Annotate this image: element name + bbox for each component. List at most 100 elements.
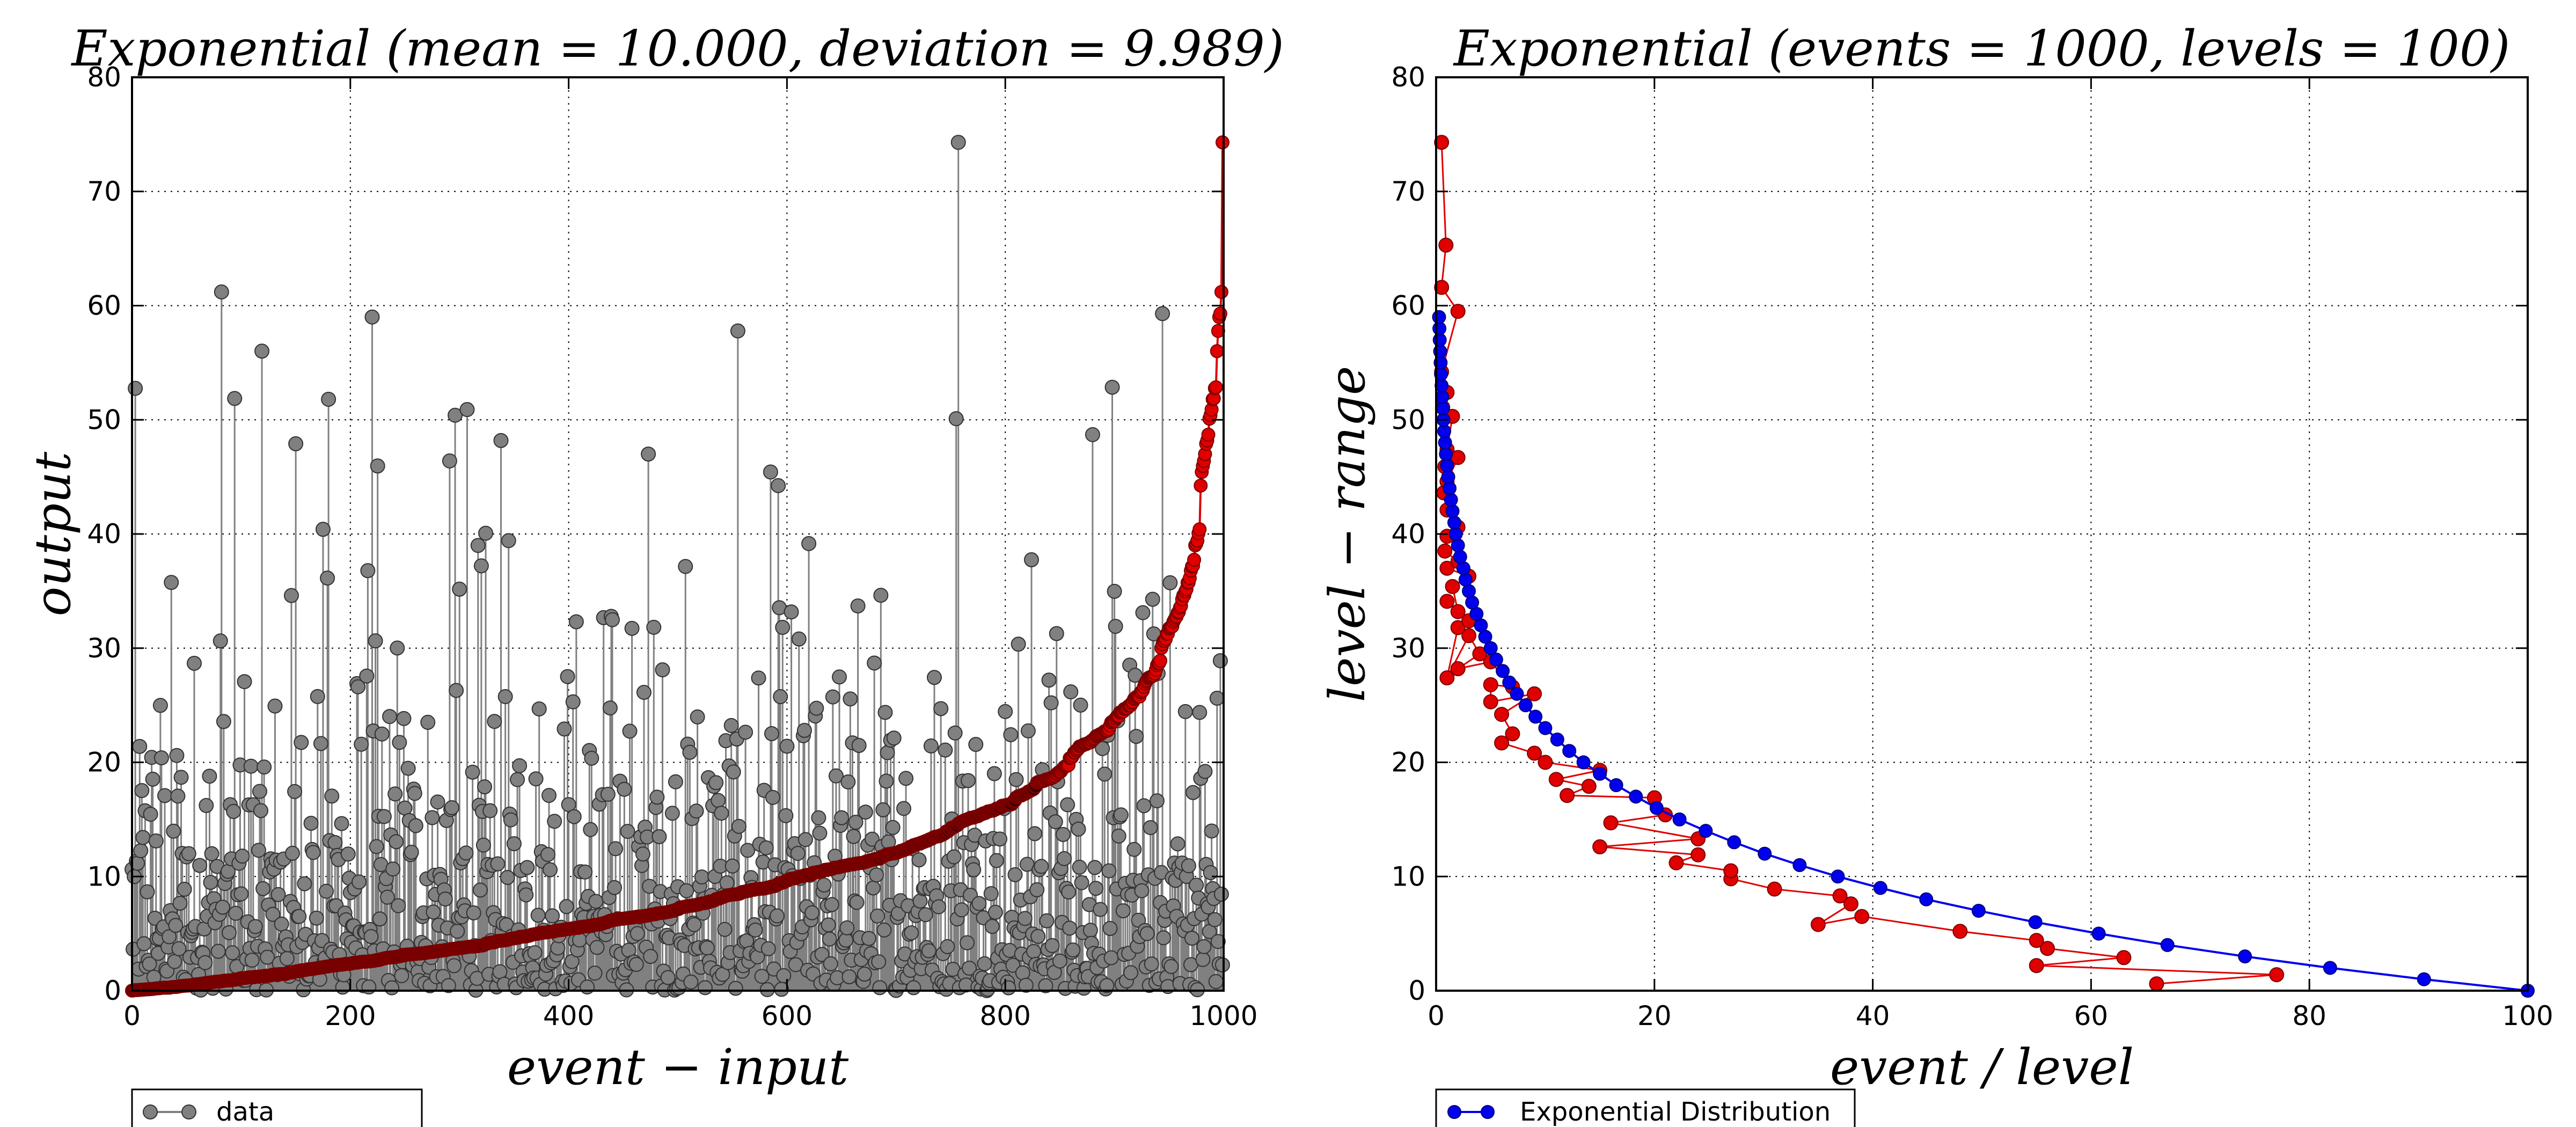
y-tick-label: 10 (1391, 861, 1425, 892)
data-point (186, 655, 202, 671)
data-point (773, 689, 788, 705)
y-tick-label: 50 (1391, 404, 1425, 435)
sample-point (1854, 909, 1870, 924)
data-point (389, 834, 404, 850)
distribution-point (1919, 892, 1934, 906)
data-point (602, 700, 618, 716)
data-point (867, 655, 882, 671)
data-point (210, 943, 226, 959)
distribution-point (1562, 744, 1577, 758)
data-point (251, 843, 266, 858)
data-point (1001, 980, 1016, 996)
data-point (1003, 727, 1019, 742)
data-point (340, 846, 356, 862)
data-point (374, 726, 390, 742)
data-point (822, 931, 837, 947)
data-point (933, 701, 949, 716)
data-point (1029, 882, 1045, 897)
data-point (717, 921, 733, 937)
data-point (320, 570, 335, 586)
chart-left-marks (125, 135, 1230, 998)
data-point (458, 845, 474, 861)
data-point (765, 789, 780, 805)
data-point (641, 447, 656, 462)
data-point (530, 908, 546, 923)
data-point (459, 402, 475, 418)
data-point (1210, 934, 1226, 949)
data-point (1189, 877, 1204, 893)
y-tick-label: 30 (87, 633, 121, 664)
data-point (1024, 552, 1040, 568)
data-point (1113, 807, 1129, 823)
data-point (1196, 939, 1212, 954)
data-point (203, 875, 218, 890)
data-point (510, 772, 525, 787)
data-point (649, 789, 665, 805)
data-point (490, 856, 506, 872)
data-point (977, 956, 992, 971)
data-point (580, 979, 595, 995)
y-tick-label: 20 (87, 747, 121, 778)
data-point (918, 907, 933, 923)
chart-left-y-ticks: 0 10 20 30 40 50 60 70 80 (87, 62, 1224, 1006)
chart-left-ylabel: output (24, 451, 82, 617)
data-point (776, 968, 792, 983)
data-point (168, 918, 184, 933)
data-point (1074, 875, 1089, 890)
data-point (841, 969, 857, 985)
sorted-point (1153, 654, 1168, 668)
data-point (279, 951, 295, 967)
data-point (960, 935, 975, 950)
data-point (270, 887, 286, 902)
data-point (1082, 923, 1098, 938)
data-point (309, 910, 324, 926)
data-point (812, 825, 828, 841)
data-point (288, 436, 304, 451)
sample-point (1494, 707, 1510, 722)
data-point (226, 803, 241, 819)
chart-left-title: Exponential (mean = 10.000, deviation = … (70, 20, 1284, 77)
sample-point (1434, 280, 1450, 295)
data-point (1020, 723, 1036, 738)
sample-point (1505, 726, 1520, 742)
data-point (501, 533, 516, 548)
data-point (1071, 821, 1086, 837)
chart-right-legend-box (1435, 1088, 1856, 1127)
data-point (465, 764, 480, 780)
distribution-point (1510, 686, 1524, 701)
data-point (608, 841, 624, 857)
data-point (237, 674, 252, 690)
data-point (679, 883, 694, 898)
data-point (450, 924, 465, 939)
data-point (1208, 974, 1224, 989)
x-tick-label: 40 (1856, 1000, 1890, 1031)
sample-point (1843, 896, 1858, 912)
chart-right-ylabel: level − range (1319, 366, 1376, 702)
data-point (950, 135, 966, 150)
data-point (404, 844, 419, 860)
data-point (1204, 823, 1219, 839)
data-point (825, 689, 840, 705)
sample-point (1450, 620, 1466, 635)
data-point (169, 748, 185, 763)
data-point (823, 956, 838, 971)
data-point (1149, 793, 1165, 809)
data-point (173, 770, 189, 785)
data-point (287, 784, 303, 799)
data-point (527, 945, 543, 961)
data-point (870, 908, 885, 924)
data-point (142, 956, 157, 972)
chart-right-x-ticks: 0 20 40 60 80 100 (1428, 77, 2553, 1031)
data-point (372, 911, 387, 927)
data-point (1015, 965, 1030, 980)
data-point (635, 846, 650, 862)
data-point (382, 709, 398, 724)
data-point (315, 522, 331, 537)
data-point (992, 831, 1008, 847)
data-point (265, 906, 281, 922)
data-point (1005, 957, 1021, 973)
distribution-point (1444, 493, 1458, 507)
data-point (153, 750, 169, 766)
data-point (728, 980, 743, 996)
data-point (559, 899, 574, 914)
